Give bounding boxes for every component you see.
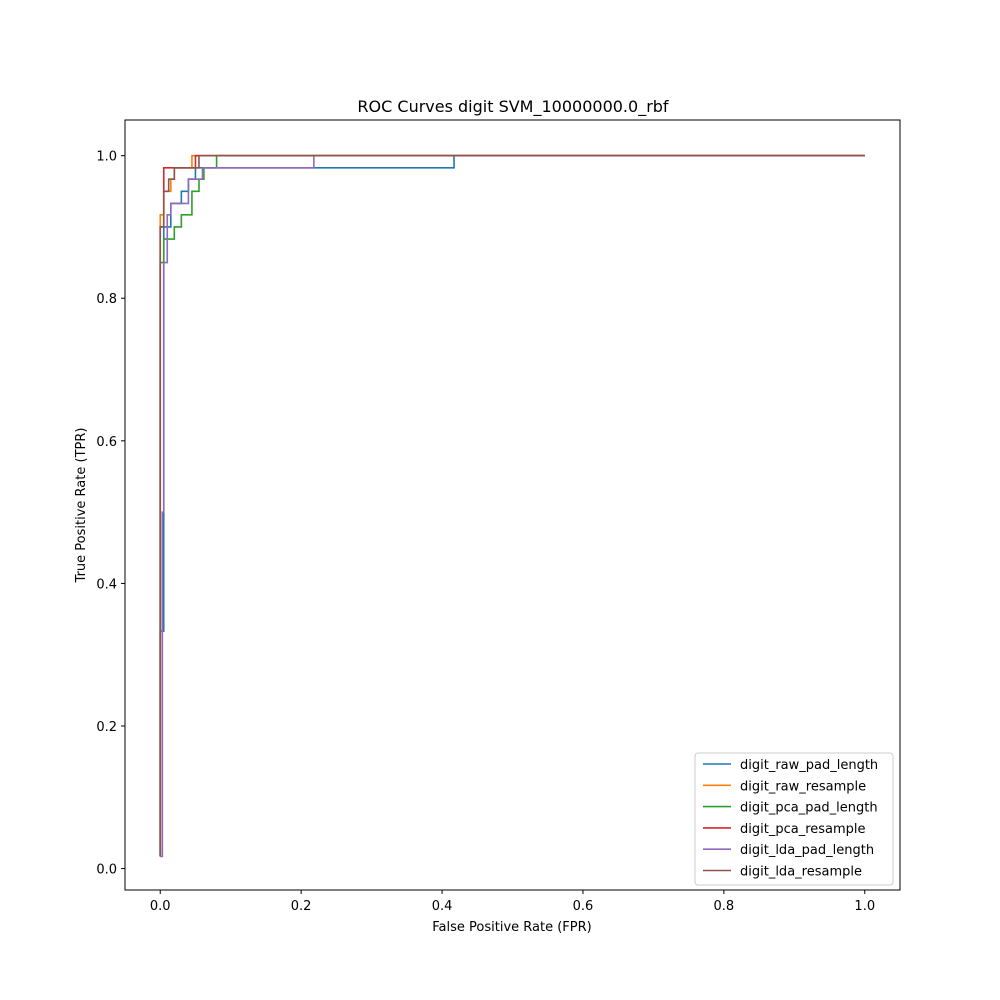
y-tick-label: 1.0 [96, 150, 117, 165]
y-axis-label: True Positive Rate (TPR) [74, 428, 89, 584]
y-tick-label: 0.0 [96, 863, 117, 878]
x-axis-label: False Positive Rate (FPR) [432, 920, 591, 935]
series-layer [159, 154, 865, 858]
legend-label: digit_lda_pad_length [740, 843, 874, 858]
y-tick-label: 0.4 [96, 577, 117, 592]
x-tick-label: 0.6 [573, 899, 594, 914]
y-tick-label: 0.6 [96, 435, 117, 450]
legend-label: digit_pca_pad_length [740, 801, 878, 816]
chart-title: ROC Curves digit SVM_10000000.0_rbf [357, 97, 669, 117]
legend: digit_raw_pad_length digit_raw_resampledi… [694, 752, 894, 886]
x-tick-label: 0.2 [291, 899, 312, 914]
legend-label: digit_pca_resample [740, 822, 866, 837]
plot-frame [124, 119, 901, 891]
series-line-5 [160, 154, 865, 858]
y-tick-label: 0.2 [96, 720, 117, 735]
legend-box [694, 752, 894, 886]
series-line-1 [159, 154, 865, 857]
x-axis: 0.0 0.2 0.4 0.6 0.8 1.0 [150, 890, 875, 914]
legend-label: digit_raw_pad_length [740, 758, 878, 773]
series-line-6 [159, 154, 865, 857]
x-tick-label: 1.0 [854, 899, 875, 914]
legend-label: digit_lda_resample [740, 865, 862, 880]
y-tick-label: 0.8 [96, 292, 117, 307]
x-tick-label: 0.0 [150, 899, 171, 914]
x-tick-label: 0.4 [432, 899, 453, 914]
y-axis: 0.0 0.2 0.4 0.6 0.8 1.0 [96, 150, 125, 878]
x-tick-label: 0.8 [714, 899, 735, 914]
legend-label: digit_raw_resample [740, 779, 866, 794]
